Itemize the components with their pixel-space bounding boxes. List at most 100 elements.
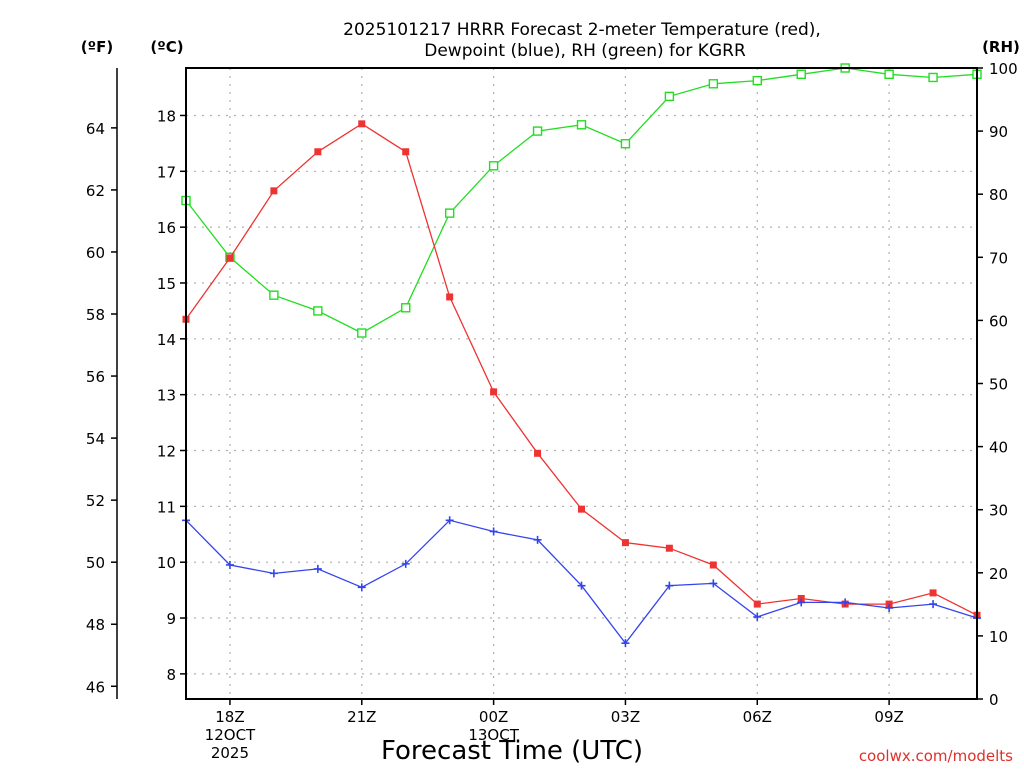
relative-humidity-point xyxy=(532,126,543,136)
2-meter-temperature-point xyxy=(490,388,498,396)
celsius-tick-label: 17 xyxy=(157,163,176,181)
2-meter-temperature-point xyxy=(358,120,366,128)
2-meter-temperature-point xyxy=(578,505,585,513)
rh-tick-label: 20 xyxy=(989,565,1008,583)
fahrenheit-tick-label: 46 xyxy=(86,678,105,696)
x-tick-label: 21Z xyxy=(347,708,376,726)
rh-tick-label: 10 xyxy=(989,628,1008,646)
relative-humidity-point xyxy=(488,161,499,171)
dewpoint-point xyxy=(753,612,762,621)
chart-title-line-2: Dewpoint (blue), RH (green) for KGRR xyxy=(424,41,746,61)
x-tick-label: 18Z xyxy=(215,708,244,726)
relative-humidity-point xyxy=(313,306,323,316)
series-layer xyxy=(181,63,982,648)
x-tick-label: 12OCT xyxy=(205,726,256,744)
relative-humidity-point xyxy=(357,328,367,338)
dewpoint-point xyxy=(577,581,586,590)
fahrenheit-tick-label: 64 xyxy=(86,120,105,138)
celsius-tick-label: 10 xyxy=(157,554,176,572)
celsius-tick-label: 8 xyxy=(166,666,176,684)
dewpoint-point xyxy=(225,560,234,569)
2-meter-temperature-point xyxy=(446,293,454,301)
rh-tick-label: 0 xyxy=(989,691,999,709)
celsius-tick-label: 15 xyxy=(157,275,176,293)
x-tick-label: 13OCT xyxy=(468,726,519,744)
relative-humidity-line xyxy=(185,67,978,334)
dewpoint-point xyxy=(489,527,498,536)
x-tick-label: 06Z xyxy=(743,708,772,726)
relative-humidity-point xyxy=(620,139,631,149)
fahrenheit-tick-label: 50 xyxy=(86,554,105,572)
dewpoint-point xyxy=(401,559,410,568)
rh-tick-label: 80 xyxy=(989,186,1008,204)
fahrenheit-tick-label: 54 xyxy=(86,430,105,448)
x-axis-title: Forecast Time (UTC) xyxy=(381,736,643,766)
2-meter-temperature-point xyxy=(402,148,410,156)
dewpoint-point xyxy=(709,579,718,588)
relative-humidity-point xyxy=(884,69,894,80)
credit-link[interactable]: coolwx.com/modelts xyxy=(859,747,1013,765)
fahrenheit-tick-label: 52 xyxy=(86,492,105,510)
celsius-tick-label: 16 xyxy=(157,219,176,237)
2-meter-temperature-point xyxy=(929,589,937,597)
celsius-tick-label: 18 xyxy=(157,107,176,125)
celsius-tick-label: 12 xyxy=(157,443,176,461)
x-tick-label: 09Z xyxy=(874,708,903,726)
2-meter-temperature-line xyxy=(185,123,978,616)
dewpoint-point xyxy=(841,598,850,607)
fahrenheit-tick-label: 58 xyxy=(86,306,105,324)
fahrenheit-tick-label: 60 xyxy=(86,244,105,262)
relative-humidity-point xyxy=(576,120,587,130)
x-tick-label: 2025 xyxy=(211,744,249,762)
x-tick-label: 00Z xyxy=(479,708,508,726)
2-meter-temperature-point xyxy=(709,561,717,569)
rh-tick-label: 70 xyxy=(989,249,1008,267)
2-meter-temperature-point xyxy=(314,148,322,156)
relative-humidity-point xyxy=(752,75,762,86)
dewpoint-point xyxy=(621,639,630,648)
fahrenheit-tick-label: 48 xyxy=(86,616,105,634)
fahrenheit-tick-label: 56 xyxy=(86,368,105,386)
rh-tick-label: 90 xyxy=(989,123,1008,141)
rh-tick-label: 50 xyxy=(989,376,1008,394)
axis-ticks: 8 9 10 11 12 13 14 15 16 17 18 46 48 50 52 54 56 58 60 62 64… xyxy=(86,60,1018,762)
relative-humidity-point xyxy=(444,208,455,218)
dewpoint-point xyxy=(797,598,806,607)
2-meter-temperature-point xyxy=(621,539,629,547)
fahrenheit-axis-label: (ºF) xyxy=(81,38,113,56)
relative-humidity-point xyxy=(708,79,719,89)
2-meter-temperature-point xyxy=(534,449,542,457)
fahrenheit-tick-label: 62 xyxy=(86,182,105,200)
relative-humidity-point xyxy=(796,69,806,80)
dewpoint-point xyxy=(357,583,366,592)
celsius-tick-label: 14 xyxy=(157,331,176,349)
grid-lines xyxy=(186,68,977,699)
relative-humidity-point xyxy=(928,72,938,83)
rh-tick-label: 60 xyxy=(989,312,1008,330)
rh-tick-label: 100 xyxy=(989,60,1018,78)
dewpoint-point xyxy=(313,564,322,573)
2-meter-temperature-point xyxy=(665,544,673,552)
2-meter-temperature-point xyxy=(270,187,278,195)
dewpoint-point xyxy=(269,569,278,578)
dewpoint-point xyxy=(445,516,454,525)
rh-tick-label: 30 xyxy=(989,502,1008,520)
dewpoint-point xyxy=(929,600,938,609)
rh-axis-label: (RH) xyxy=(982,38,1020,56)
x-tick-label: 03Z xyxy=(611,708,640,726)
dewpoint-point xyxy=(665,581,674,590)
relative-humidity-point xyxy=(401,303,411,313)
2-meter-temperature-point xyxy=(753,600,761,608)
rh-tick-label: 40 xyxy=(989,439,1008,457)
celsius-tick-label: 11 xyxy=(157,498,176,516)
relative-humidity-point xyxy=(664,91,675,102)
celsius-tick-label: 9 xyxy=(166,610,176,628)
chart-title-line-1: 2025101217 HRRR Forecast 2-meter Tempera… xyxy=(343,20,821,40)
2-meter-temperature-point xyxy=(226,254,234,262)
dewpoint-point xyxy=(885,603,894,612)
celsius-tick-label: 13 xyxy=(157,387,176,405)
celsius-axis-label: (ºC) xyxy=(150,38,183,56)
dewpoint-point xyxy=(533,535,542,544)
